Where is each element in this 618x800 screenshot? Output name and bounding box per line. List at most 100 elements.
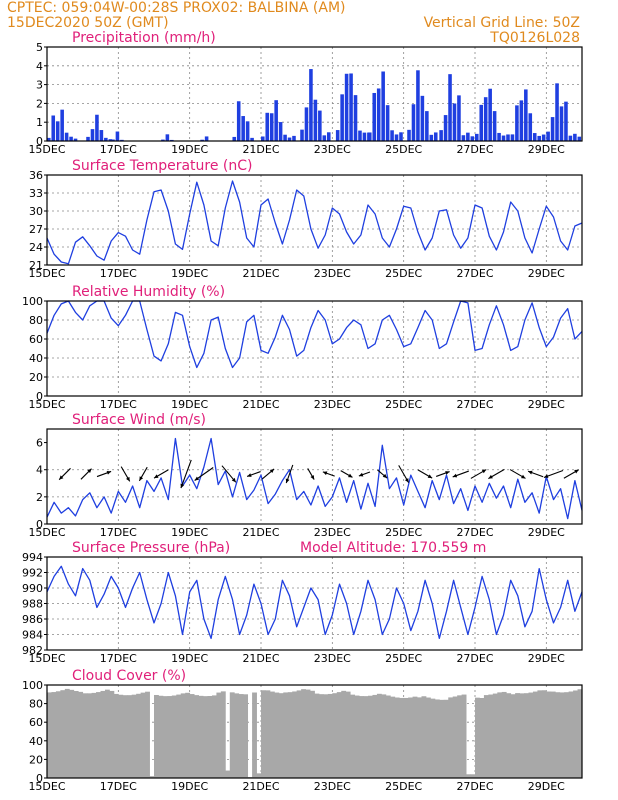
y-tick-label: 80 [29,314,43,327]
precip-bar [245,121,250,141]
precip-bar [269,113,274,141]
precip-bar [322,135,327,141]
cloud-bar [261,690,266,778]
x-tick-label: 19DEC [171,398,208,411]
x-tick-label: 19DEC [171,780,208,793]
cloud-bar [109,690,115,778]
cloud-bar [269,691,275,778]
precip-bar [519,100,524,141]
cloud-bar [220,691,226,778]
precip-bar [69,136,73,141]
precip-bar [457,95,461,141]
cloud-bar [515,693,520,778]
cloud-bar [122,695,128,778]
panel-frame [46,46,583,142]
cloud-bar [443,699,449,778]
cloud-bar [555,692,561,778]
x-tick-label: 23DEC [314,652,351,665]
cloud-bar [87,693,92,778]
panel-frame [46,174,583,266]
x-tick-label: 15DEC [28,652,65,665]
cloud-bar [385,695,391,778]
cloud-bar [113,693,119,778]
wind-arrow-head [358,472,364,477]
precip-bar [546,131,550,141]
precip-bar [274,100,278,141]
y-tick-label: 5 [36,41,43,54]
wind-arrow [488,468,505,480]
wind-arrow-head [382,473,388,479]
cloud-bar [234,693,240,778]
header-station-line: CPTEC: 059:04W-00:28S PROX02: BALBINA (A… [7,0,346,16]
wind-arrow-head [194,476,200,481]
cloud-bar [149,776,155,778]
precip-bar [385,105,390,141]
precip-bar [479,104,484,141]
wind-arrow [452,470,469,478]
precip-bar [528,113,533,141]
cloud-bar [145,691,150,778]
y-tick-label: 20 [29,753,43,766]
panel-title: Precipitation (mm/h) [72,30,216,46]
cloud-bar [301,689,306,778]
x-tick-label: 27DEC [456,267,493,280]
wind-arrow-head [543,474,549,478]
precip-bar [390,130,394,141]
wind-arrow-head [452,473,458,478]
cloud-bar [470,774,476,778]
precip-bar [265,112,270,141]
temp-line [46,180,583,265]
y-tick-label: 994 [22,551,43,564]
cloud-bar [363,696,369,778]
cloud-bar [381,694,387,778]
precip-bar [475,133,479,141]
x-tick-label: 25DEC [385,780,422,793]
y-tick-label: 984 [22,629,43,642]
wind-arrow-head [348,473,353,478]
cloud-bar [171,695,177,778]
x-tick-label: 19DEC [171,143,208,156]
x-tick-label: 23DEC [314,526,351,539]
precip-bar [433,132,438,141]
y-tick-label: 4 [36,464,43,477]
y-tick-label: 986 [22,613,43,626]
y-tick-label: 36 [29,169,43,182]
cloud-bar [332,693,338,778]
x-tick-label: 25DEC [385,143,422,156]
precip-bar [466,132,470,141]
cloud-bar [350,694,356,778]
cloud-bar [100,690,106,778]
precip-bar [51,115,56,141]
precip-bar [532,133,537,141]
cloud-bar [296,690,302,778]
wind-arrow [543,470,564,478]
cloud-bar [479,698,485,778]
precip-bar [236,101,241,141]
cloud-bar [412,696,418,778]
rh-line [46,300,583,369]
wind-arrow [138,466,148,482]
y-tick-label: 24 [29,241,43,254]
x-tick-label: 17DEC [100,143,137,156]
cloud-bar [198,695,204,778]
cloud-bar [354,695,360,778]
precip-bar [368,132,372,141]
wind-arrow-shaft [180,459,192,489]
panel-title: Surface Pressure (hPa) [72,540,230,556]
cloud-bar [519,693,525,778]
precip-bar [394,134,399,141]
x-tick-label: 21DEC [242,143,279,156]
cloud-bar [60,690,66,778]
x-tick-label: 27DEC [456,143,493,156]
precip-bar [261,136,265,141]
wind-arrow-head [521,474,526,479]
precip-bar [381,71,385,141]
wind-arrow-head [427,474,433,479]
cloud-bar [55,691,61,778]
panel-rh: 0 20 40 60 80 100 15DEC 17DEC 19DEC 21DEC 23DEC 25D… [22,284,583,411]
cloud-bar [78,691,84,778]
cloud-bar [136,693,142,778]
precip-bar [111,139,115,141]
cloud-bar [483,695,489,778]
